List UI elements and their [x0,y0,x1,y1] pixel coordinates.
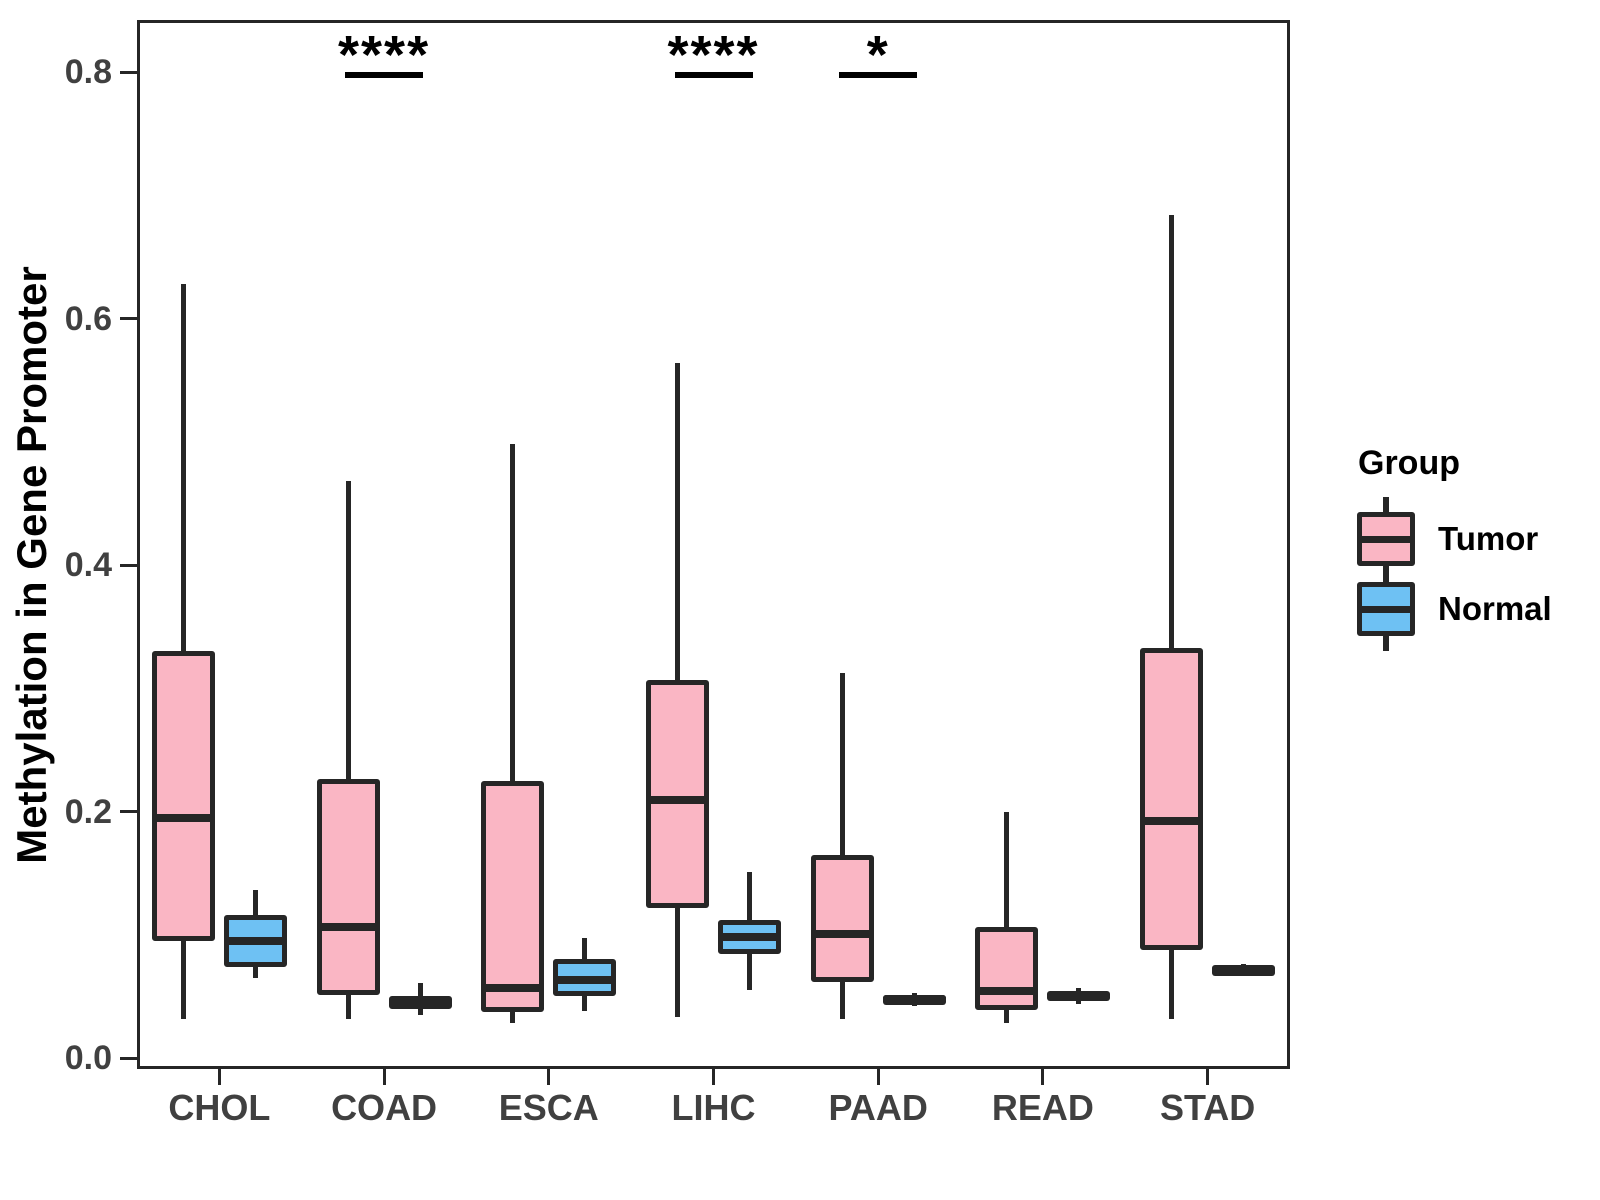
legend-entry-normal: Normal [1356,567,1600,651]
median-stad-tumor [1140,817,1204,826]
whisker-upper-read-normal [1076,987,1082,992]
whisker-lower-chol-tumor [180,940,186,1019]
y-tick-mark [120,70,137,74]
whisker-lower-read-normal [1076,1001,1082,1004]
whisker-upper-esca-tumor [510,444,516,781]
box-esca-tumor [481,780,545,1013]
whisker-upper-stad-tumor [1169,214,1175,648]
whisker-upper-esca-normal [582,938,588,960]
y-tick-mark [120,1056,137,1060]
whisker-upper-lihc-normal [747,871,752,920]
y-tick-mark [120,563,137,567]
x-tick-mark [876,1069,880,1085]
y-tick-label: 0.4 [64,546,112,584]
x-tick-mark [382,1069,386,1085]
whisker-lower-stad-tumor [1169,949,1175,1019]
whisker-upper-coad-tumor [345,481,351,780]
box-chol-tumor [151,651,215,941]
whisker-upper-chol-normal [252,890,258,916]
x-tick-mark [217,1069,221,1085]
x-tick-label-chol: CHOL [168,1087,271,1128]
legend-title: Group [1358,444,1460,482]
whisker-lower-coad-normal [417,1008,423,1015]
y-tick-label: 0.0 [64,1039,112,1077]
legend-entry-tumor: Tumor [1356,497,1600,581]
box-stad-tumor [1140,647,1204,950]
significance-stars-coad: **** [338,25,431,85]
legend: Group Tumor Normal [1356,444,1600,651]
x-tick-label-lihc: LIHC [671,1087,756,1128]
x-tick-label-stad: STAD [1159,1087,1256,1128]
box-paad-tumor [810,854,874,982]
glyph-median [1357,536,1415,543]
box-coad-tumor [316,779,380,996]
x-tick-label-read: READ [991,1087,1094,1128]
x-tick-mark [547,1069,551,1085]
median-lihc-tumor [646,796,709,805]
whisker-upper-read-tumor [1004,811,1010,928]
whisker-lower-lihc-normal [747,954,752,991]
plot-panel-border [137,20,1290,1069]
median-chol-tumor [151,813,215,822]
whisker-upper-coad-normal [417,982,423,997]
whisker-lower-paad-tumor [839,981,845,1019]
median-chol-normal [223,936,287,945]
significance-bar-paad [839,72,918,78]
x-tick-label-coad: COAD [331,1087,438,1128]
median-paad-tumor [810,929,874,938]
whisker-upper-lihc-tumor [675,362,680,680]
significance-stars-paad: * [866,25,890,85]
median-coad-normal [388,998,452,1007]
y-tick-label: 0.8 [64,53,112,91]
x-tick-mark [1206,1069,1210,1085]
significance-bar-coad [345,72,424,78]
whisker-lower-coad-tumor [345,995,351,1019]
whisker-lower-lihc-tumor [675,907,680,1018]
x-tick-label-paad: PAAD [828,1087,928,1128]
legend-label-normal: Normal [1438,590,1552,627]
tumor-boxplot-glyph-icon [1356,497,1416,581]
whisker-lower-esca-tumor [510,1012,516,1024]
normal-boxplot-glyph-icon [1356,567,1416,651]
y-tick-label: 0.6 [64,299,112,338]
x-tick-mark [712,1069,715,1085]
x-tick-mark [1041,1069,1045,1085]
significance-bar-lihc [674,72,753,78]
legend-label-tumor: Tumor [1438,520,1539,557]
whisker-lower-esca-normal [582,996,588,1012]
whisker-lower-read-tumor [1004,1009,1010,1024]
box-read-tumor [975,927,1039,1010]
y-tick-mark [120,317,137,320]
median-stad-normal [1212,964,1276,973]
median-read-normal [1047,992,1111,1001]
glyph-median [1357,606,1415,613]
y-tick-label: 0.2 [64,792,112,831]
median-paad-normal [882,994,946,1003]
whisker-upper-paad-normal [911,992,917,996]
x-tick-label-esca: ESCA [498,1087,599,1128]
median-esca-tumor [481,983,545,992]
median-lihc-normal [718,933,781,942]
median-coad-tumor [316,923,380,932]
y-tick-mark [120,810,137,813]
box-lihc-tumor [646,679,709,908]
median-read-tumor [975,987,1039,996]
median-esca-normal [553,976,617,985]
whisker-upper-paad-tumor [839,673,845,855]
whisker-lower-chol-normal [252,966,258,978]
significance-stars-lihc: **** [667,25,760,85]
whisker-upper-chol-tumor [180,283,186,652]
